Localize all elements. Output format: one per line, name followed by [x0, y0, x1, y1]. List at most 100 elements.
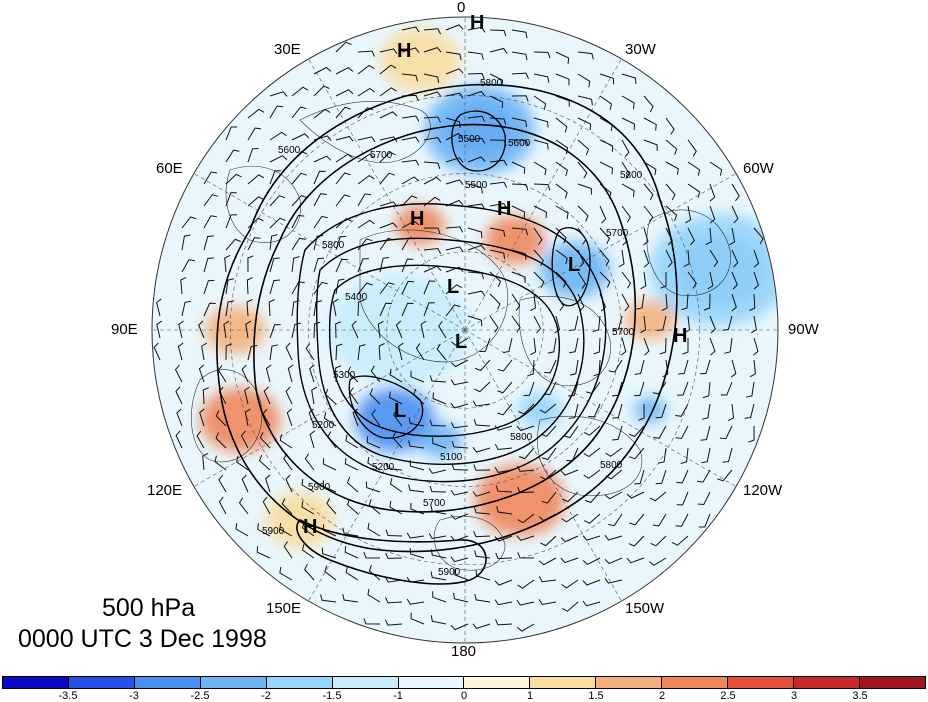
wind-barb: [335, 194, 351, 207]
colorbar-tick-label: 1.5: [588, 690, 604, 702]
wind-barb: [467, 244, 486, 251]
contour-value-label: 5900: [438, 567, 461, 578]
lon-label-120e: 120E: [147, 482, 183, 499]
wind-barb: [156, 298, 162, 317]
wind-barb: [682, 338, 689, 355]
wind-barb: [335, 235, 347, 251]
wind-barb: [577, 117, 592, 131]
meridian-line: [464, 173, 737, 331]
wind-barb: [652, 513, 667, 527]
wind-barb: [445, 92, 464, 99]
wind-barb: [516, 599, 535, 606]
wind-barb: [305, 343, 315, 361]
wind-barb: [202, 452, 209, 471]
wind-barb: [174, 364, 183, 383]
wind-barb: [687, 183, 701, 198]
wind-barb: [346, 476, 359, 493]
wind-barb: [599, 139, 614, 152]
wind-barb: [279, 567, 293, 581]
wind-barb: [321, 547, 337, 559]
wind-barb: [181, 259, 195, 273]
wind-barb: [489, 159, 508, 166]
wind-barb: [577, 139, 590, 156]
wind-barb: [569, 315, 579, 332]
wind-barb: [384, 619, 403, 626]
wind-barb: [401, 220, 420, 229]
wind-barb: [401, 73, 418, 82]
wind-barb: [379, 64, 397, 75]
wind-barb: [577, 293, 585, 312]
wind-barb: [749, 359, 756, 378]
wind-barb: [599, 249, 610, 267]
wind-barb: [659, 337, 667, 355]
wind-barb: [415, 343, 425, 361]
wind-barb: [224, 254, 231, 273]
wind-barb: [225, 173, 242, 185]
colorbar: [2, 676, 926, 689]
lon-label-0: 0: [457, 0, 466, 16]
wind-barb: [291, 86, 309, 97]
wind-barb: [423, 280, 436, 295]
colorbar-segment: [859, 677, 925, 688]
wind-barb: [665, 139, 678, 155]
wind-barb: [247, 174, 265, 185]
colorbar-tick-label: 3.5: [852, 690, 868, 702]
colorbar-segment: [3, 677, 69, 688]
wind-barb: [583, 425, 601, 436]
wind-barb: [428, 533, 447, 540]
contour-value-label: 5200: [372, 462, 395, 473]
wind-barb: [423, 176, 442, 185]
wind-barb: [335, 135, 354, 142]
wind-barb: [304, 453, 315, 471]
wind-barb: [620, 337, 627, 356]
wind-barb: [379, 87, 397, 97]
wind-barb: [450, 556, 469, 563]
wind-barb: [648, 557, 667, 566]
wind-barb: [389, 368, 403, 383]
colorbar-tick-label: -2.5: [190, 690, 210, 702]
wind-barb: [201, 342, 208, 361]
contour-value-label: 5300: [333, 370, 356, 381]
contour-value-label: 5600: [508, 138, 531, 149]
wind-barb: [752, 337, 759, 356]
wind-barb: [313, 85, 330, 97]
wind-barb: [467, 137, 486, 144]
colorbar-segment: [530, 677, 597, 688]
colorbar-segment: [134, 677, 201, 688]
wind-barb: [379, 136, 398, 143]
wind-barb: [225, 300, 235, 317]
wind-barb: [583, 447, 601, 458]
wind-barb: [473, 419, 491, 427]
wind-barb: [467, 183, 483, 194]
colorbar-tick-label: -2: [261, 690, 271, 702]
wind-barb: [408, 484, 425, 493]
wind-barb: [259, 432, 271, 449]
wind-barb: [495, 552, 513, 560]
wind-barb: [699, 359, 711, 375]
wind-barb: [489, 95, 504, 109]
wind-barb: [203, 279, 215, 295]
wind-barb: [497, 381, 513, 394]
contour-value-label: 5200: [312, 420, 335, 431]
wind-barb: [678, 359, 689, 375]
wind-barb: [592, 315, 601, 332]
wind-barb: [445, 199, 464, 207]
wind-barb: [269, 234, 278, 251]
contour-value-label: 5500: [465, 180, 488, 191]
wind-barb: [568, 381, 579, 397]
wind-barb: [244, 386, 250, 405]
wind-barb: [612, 315, 623, 331]
wind-barb: [533, 205, 548, 219]
wind-barb: [401, 258, 414, 273]
wind-barb: [401, 176, 420, 185]
wind-barb: [225, 214, 238, 229]
wind-barb: [265, 364, 272, 383]
wind-barb: [634, 359, 645, 375]
wind-barb: [313, 257, 325, 273]
wind-barb: [256, 546, 271, 559]
wind-barb: [467, 115, 486, 122]
wind-barb: [379, 172, 395, 185]
wind-barb: [445, 179, 464, 186]
wind-barb: [604, 491, 623, 500]
wind-barb: [680, 447, 689, 464]
